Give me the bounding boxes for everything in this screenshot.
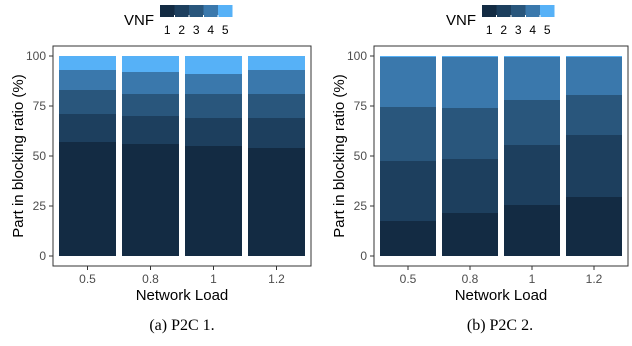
bar-segment-vnf4-load-0.8 — [442, 57, 498, 108]
bar-segment-vnf4-load-1 — [185, 74, 242, 94]
x-tick-label: 0.5 — [79, 272, 96, 286]
y-tick-label: 50 — [33, 149, 47, 163]
bar-segment-vnf4-load-0.8 — [122, 72, 179, 94]
bar-segment-vnf3-load-1 — [185, 94, 242, 118]
legend-title: VNF — [124, 12, 154, 29]
x-tick-label: 0.8 — [142, 272, 159, 286]
bar-segment-vnf2-load-1.2 — [566, 135, 622, 197]
bar-segment-vnf2-load-1 — [504, 145, 560, 205]
legend-label: 2 — [178, 23, 185, 37]
figure-caption: (a) P2C 1. — [149, 317, 214, 334]
y-tick-label: 0 — [360, 249, 367, 263]
bar-segment-vnf1-load-0.8 — [442, 213, 498, 256]
bar-segment-vnf5-load-1 — [185, 56, 242, 74]
bar-segment-vnf1-load-0.5 — [380, 221, 436, 256]
x-tick-label: 1.2 — [268, 272, 285, 286]
bar-segment-vnf2-load-0.8 — [442, 159, 498, 213]
y-tick-label: 25 — [33, 199, 47, 213]
legend-swatch-vnf2 — [174, 5, 189, 17]
legend-swatch-vnf3 — [511, 5, 526, 17]
bar-segment-vnf2-load-1 — [185, 118, 242, 146]
x-tick-label: 0.8 — [462, 272, 479, 286]
bar-segment-vnf4-load-0.5 — [59, 70, 116, 90]
legend-label: 1 — [164, 23, 171, 37]
legend-label: 5 — [222, 23, 229, 37]
bar-segment-vnf3-load-1.2 — [248, 94, 305, 118]
y-axis-title: Part in blocking ratio (%) — [10, 74, 27, 237]
legend-label: 3 — [515, 23, 522, 37]
bar-segment-vnf1-load-0.5 — [59, 142, 116, 256]
bar-segment-vnf5-load-1 — [504, 56, 560, 57]
legend-label: 4 — [207, 23, 214, 37]
bar-segment-vnf1-load-0.8 — [122, 144, 179, 256]
bar-segment-vnf1-load-1.2 — [248, 148, 305, 256]
y-tick-label: 100 — [26, 49, 46, 63]
legend-swatch-vnf1 — [160, 5, 175, 17]
legend-swatch-vnf5 — [218, 5, 233, 17]
x-tick-label: 1.2 — [586, 272, 603, 286]
legend-label: 2 — [500, 23, 507, 37]
legend-swatch-vnf4 — [203, 5, 218, 17]
bar-segment-vnf1-load-1.2 — [566, 197, 622, 256]
y-tick-label: 0 — [39, 249, 46, 263]
bar-segment-vnf4-load-0.5 — [380, 57, 436, 107]
y-tick-label: 50 — [354, 149, 368, 163]
x-tick-label: 1 — [210, 272, 217, 286]
bar-segment-vnf3-load-0.5 — [59, 90, 116, 114]
bar-segment-vnf4-load-1.2 — [566, 57, 622, 95]
bar-segment-vnf1-load-1 — [504, 205, 560, 256]
bar-segment-vnf1-load-1 — [185, 146, 242, 256]
bar-segment-vnf4-load-1.2 — [248, 70, 305, 94]
legend-swatch-vnf4 — [525, 5, 540, 17]
bar-segment-vnf2-load-0.5 — [59, 114, 116, 142]
legend-swatch-vnf1 — [482, 5, 497, 17]
bar-segment-vnf2-load-0.5 — [380, 161, 436, 221]
legend-swatch-vnf2 — [496, 5, 511, 17]
bar-segment-vnf5-load-1.2 — [566, 56, 622, 57]
y-axis-title: Part in blocking ratio (%) — [331, 74, 348, 237]
x-axis-title: Network Load — [136, 287, 229, 304]
x-axis-title: Network Load — [455, 287, 548, 304]
bar-segment-vnf5-load-0.8 — [122, 56, 179, 72]
legend-label: 4 — [529, 23, 536, 37]
legend-label: 3 — [193, 23, 200, 37]
bar-segment-vnf5-load-0.8 — [442, 56, 498, 57]
figure-caption: (b) P2C 2. — [467, 317, 533, 334]
legend-label: 1 — [486, 23, 493, 37]
y-tick-label: 25 — [354, 199, 368, 213]
legend-label: 5 — [544, 23, 551, 37]
y-tick-label: 75 — [33, 99, 47, 113]
bar-segment-vnf3-load-0.5 — [380, 107, 436, 161]
bar-segment-vnf5-load-0.5 — [380, 56, 436, 57]
x-tick-label: 1 — [529, 272, 536, 286]
bar-segment-vnf3-load-1.2 — [566, 95, 622, 135]
bar-segment-vnf3-load-0.8 — [442, 108, 498, 159]
bar-segment-vnf5-load-1.2 — [248, 56, 305, 70]
y-tick-label: 75 — [354, 99, 368, 113]
legend-swatch-vnf5 — [540, 5, 555, 17]
bar-segment-vnf3-load-1 — [504, 100, 560, 145]
y-tick-label: 100 — [347, 49, 367, 63]
legend: VNF 1 2 3 4 5 — [446, 5, 555, 37]
bar-segment-vnf4-load-1 — [504, 57, 560, 100]
bar-segment-vnf2-load-1.2 — [248, 118, 305, 148]
x-tick-label: 0.5 — [400, 272, 417, 286]
bar-segment-vnf5-load-0.5 — [59, 56, 116, 70]
legend-swatch-vnf3 — [189, 5, 204, 17]
bar-segment-vnf3-load-0.8 — [122, 94, 179, 116]
legend: VNF 1 2 3 4 5 — [124, 5, 233, 37]
bar-segment-vnf2-load-0.8 — [122, 116, 179, 144]
legend-title: VNF — [446, 12, 476, 29]
